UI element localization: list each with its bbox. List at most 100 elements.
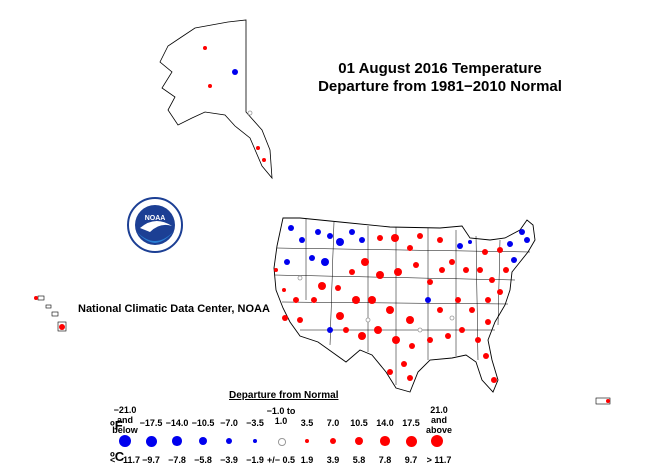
station-marker xyxy=(349,269,355,275)
station-marker xyxy=(358,332,366,340)
legend-symbol-8 xyxy=(329,437,337,445)
station-marker xyxy=(365,317,371,323)
station-marker xyxy=(392,336,400,344)
station-marker xyxy=(335,285,341,291)
legend-c-6: +/− 0.5 xyxy=(266,455,296,465)
station-marker xyxy=(208,84,212,88)
station-marker xyxy=(59,324,65,330)
station-marker xyxy=(284,259,290,265)
station-marker xyxy=(507,241,513,247)
legend-symbol-7 xyxy=(304,438,310,444)
station-marker xyxy=(511,257,517,263)
station-marker xyxy=(503,267,509,273)
station-marker xyxy=(519,229,525,235)
legend-f-1: −17.5 xyxy=(139,418,163,428)
station-marker xyxy=(288,225,294,231)
station-marker xyxy=(497,289,503,295)
station-marker xyxy=(417,233,423,239)
legend-c-11: 9.7 xyxy=(404,455,418,465)
station-marker xyxy=(468,240,472,244)
legend-f-0: −21.0 and below xyxy=(112,405,138,435)
station-marker xyxy=(606,399,610,403)
legend-f-2: −14.0 xyxy=(165,418,189,428)
map-title-line2: Departure from 1981−2010 Normal xyxy=(318,78,562,95)
legend-symbol-1 xyxy=(145,435,157,447)
legend-c-2: −7.8 xyxy=(168,455,186,465)
legend-symbol-2 xyxy=(172,436,182,446)
station-marker xyxy=(437,307,443,313)
station-marker xyxy=(386,306,394,314)
station-marker xyxy=(417,327,423,333)
station-marker xyxy=(394,268,402,276)
map-title-line1: 01 August 2016 Temperature xyxy=(338,60,542,77)
legend-symbol-9 xyxy=(355,437,363,445)
legend-title: Departure from Normal xyxy=(229,390,339,401)
station-marker xyxy=(401,361,407,367)
station-marker xyxy=(449,315,455,321)
station-marker xyxy=(309,255,315,261)
station-marker xyxy=(497,247,503,253)
station-marker xyxy=(321,258,329,266)
legend-f-3: −10.5 xyxy=(191,418,215,428)
legend-symbol-0 xyxy=(119,435,131,447)
legend-f-8: 7.0 xyxy=(326,418,340,428)
station-marker xyxy=(407,245,413,251)
station-marker xyxy=(315,229,321,235)
legend-f-9: 10.5 xyxy=(350,418,368,428)
station-marker xyxy=(427,337,433,343)
legend-symbol-3 xyxy=(199,437,207,445)
station-marker xyxy=(524,237,530,243)
station-marker xyxy=(485,319,491,325)
station-marker xyxy=(437,237,443,243)
station-marker xyxy=(232,69,238,75)
station-marker xyxy=(293,297,299,303)
station-marker xyxy=(482,249,488,255)
station-marker xyxy=(459,327,465,333)
station-marker xyxy=(349,229,355,235)
station-marker xyxy=(311,297,317,303)
legend-c-3: −5.8 xyxy=(194,455,212,465)
station-marker xyxy=(445,333,451,339)
station-marker xyxy=(352,296,360,304)
legend-symbol-5 xyxy=(252,438,258,444)
station-marker xyxy=(203,46,207,50)
station-marker xyxy=(327,327,333,333)
legend-c-12: > 11.7 xyxy=(426,455,452,465)
station-marker xyxy=(391,234,399,242)
station-marker xyxy=(376,271,384,279)
station-marker xyxy=(407,375,413,381)
station-marker xyxy=(297,317,303,323)
legend-unit-celsius: ºC xyxy=(110,449,125,464)
legend-symbol-12 xyxy=(431,435,443,447)
legend-f-5: −3.5 xyxy=(246,418,264,428)
station-marker xyxy=(463,267,469,273)
legend-symbol-10 xyxy=(380,436,390,446)
station-marker xyxy=(361,258,369,266)
station-marker xyxy=(336,312,344,320)
station-marker xyxy=(377,235,383,241)
legend-symbol-6 xyxy=(278,438,286,446)
legend-f-6: −1.0 to 1.0 xyxy=(266,406,296,426)
station-marker xyxy=(387,369,393,375)
station-marker xyxy=(247,110,253,116)
legend-c-9: 5.8 xyxy=(352,455,366,465)
station-marker xyxy=(413,262,419,268)
station-marker xyxy=(485,297,491,303)
legend-symbol-4 xyxy=(225,437,233,445)
station-marker xyxy=(343,327,349,333)
station-marker xyxy=(34,296,38,300)
station-marker xyxy=(327,233,333,239)
station-marker xyxy=(455,297,461,303)
station-marker xyxy=(262,158,266,162)
conus-outline xyxy=(273,217,536,393)
station-marker xyxy=(409,343,415,349)
station-marker xyxy=(299,237,305,243)
station-marker xyxy=(374,326,382,334)
legend-c-7: 1.9 xyxy=(300,455,314,465)
station-marker xyxy=(489,277,495,283)
station-marker xyxy=(425,297,431,303)
station-marker xyxy=(477,267,483,273)
legend-c-1: −9.7 xyxy=(142,455,160,465)
station-marker xyxy=(491,377,497,383)
